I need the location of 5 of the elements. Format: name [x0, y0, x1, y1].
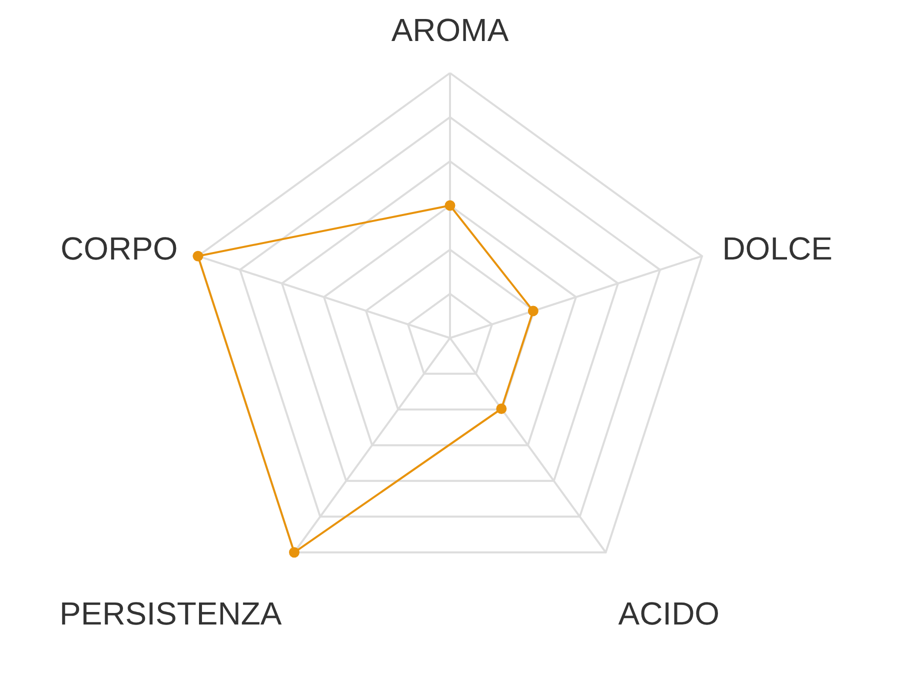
spoke-label: DOLCE: [722, 230, 832, 267]
spoke-label: ACIDO: [618, 596, 720, 632]
spoke-label: CORPO: [60, 230, 178, 267]
spoke-label: PERSISTENZA: [60, 596, 282, 632]
spoke-label: AROMA: [391, 12, 510, 48]
